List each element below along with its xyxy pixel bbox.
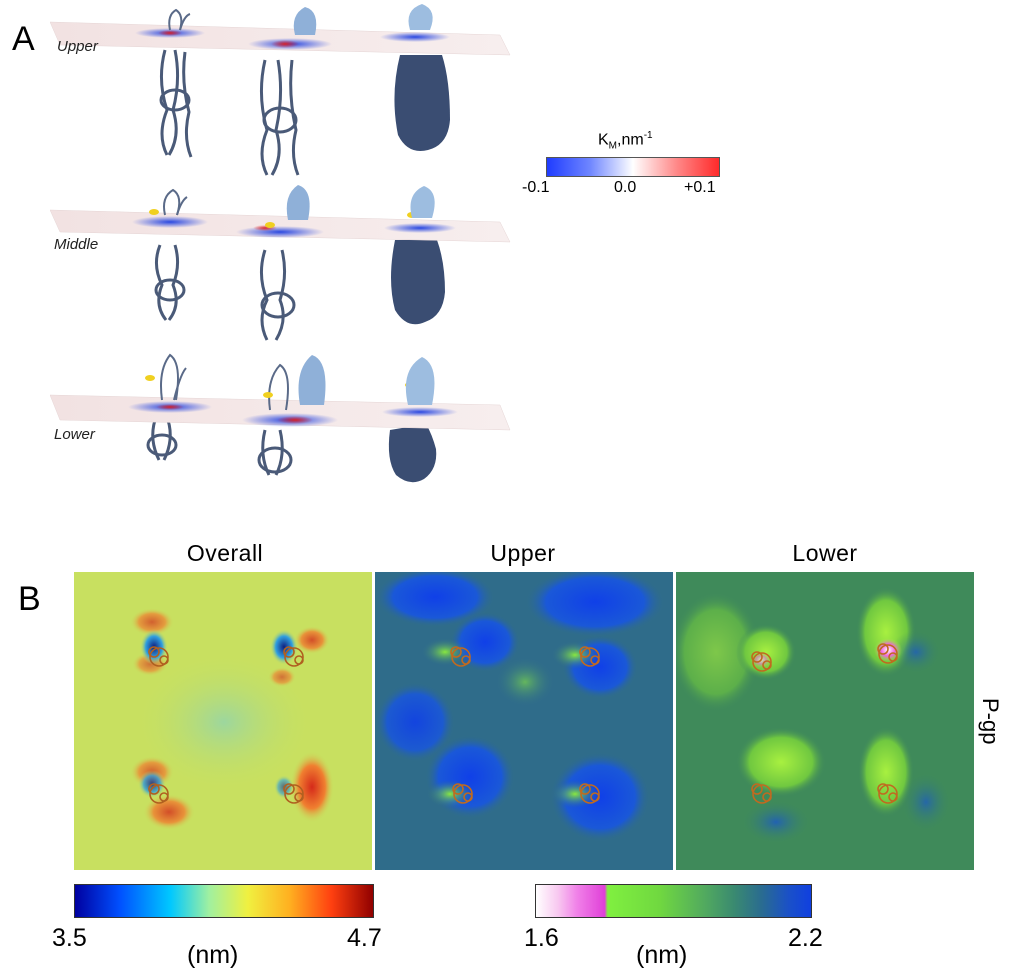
km-title-sub: M (608, 140, 618, 152)
km-tick-mid: 0.0 (614, 179, 637, 196)
panel-b-letter: B (18, 580, 41, 618)
slab-label-middle: Middle (54, 236, 99, 253)
km-colorbar-title: KM,nm-1 (598, 130, 653, 152)
colorbar-depth (535, 884, 812, 918)
colorbar-depth-unit: (nm) (636, 941, 688, 969)
panel-a-illustration (50, 4, 511, 483)
colorbar-depth-max: 2.2 (788, 924, 823, 952)
slab-upper (50, 4, 511, 176)
km-title-tail: ,nm (617, 131, 644, 149)
heatmap-upper (375, 572, 673, 870)
slab-lower (50, 353, 511, 483)
column-title-upper: Upper (490, 540, 556, 566)
colorbar-overall-unit: (nm) (187, 941, 239, 969)
km-title-main: K (598, 131, 609, 149)
slab-label-lower: Lower (54, 426, 95, 443)
row-label-pgp: P-gp (978, 698, 1003, 745)
colorbar-overall-min: 3.5 (52, 924, 87, 952)
heatmap-overall (74, 572, 372, 870)
km-tick-min: -0.1 (522, 179, 550, 196)
colorbar-depth-min: 1.6 (524, 924, 559, 952)
slab-middle (50, 185, 511, 341)
slab-label-upper: Upper (57, 38, 98, 55)
colorbar-overall-max: 4.7 (347, 924, 382, 952)
heatmap-lower (676, 572, 974, 870)
column-title-overall: Overall (186, 540, 264, 566)
panel-a-letter: A (12, 20, 35, 58)
km-tick-max: +0.1 (684, 179, 716, 196)
column-title-lower: Lower (792, 540, 858, 566)
km-title-sup: -1 (643, 130, 653, 141)
km-colorbar (546, 157, 720, 177)
colorbar-overall (74, 884, 374, 918)
